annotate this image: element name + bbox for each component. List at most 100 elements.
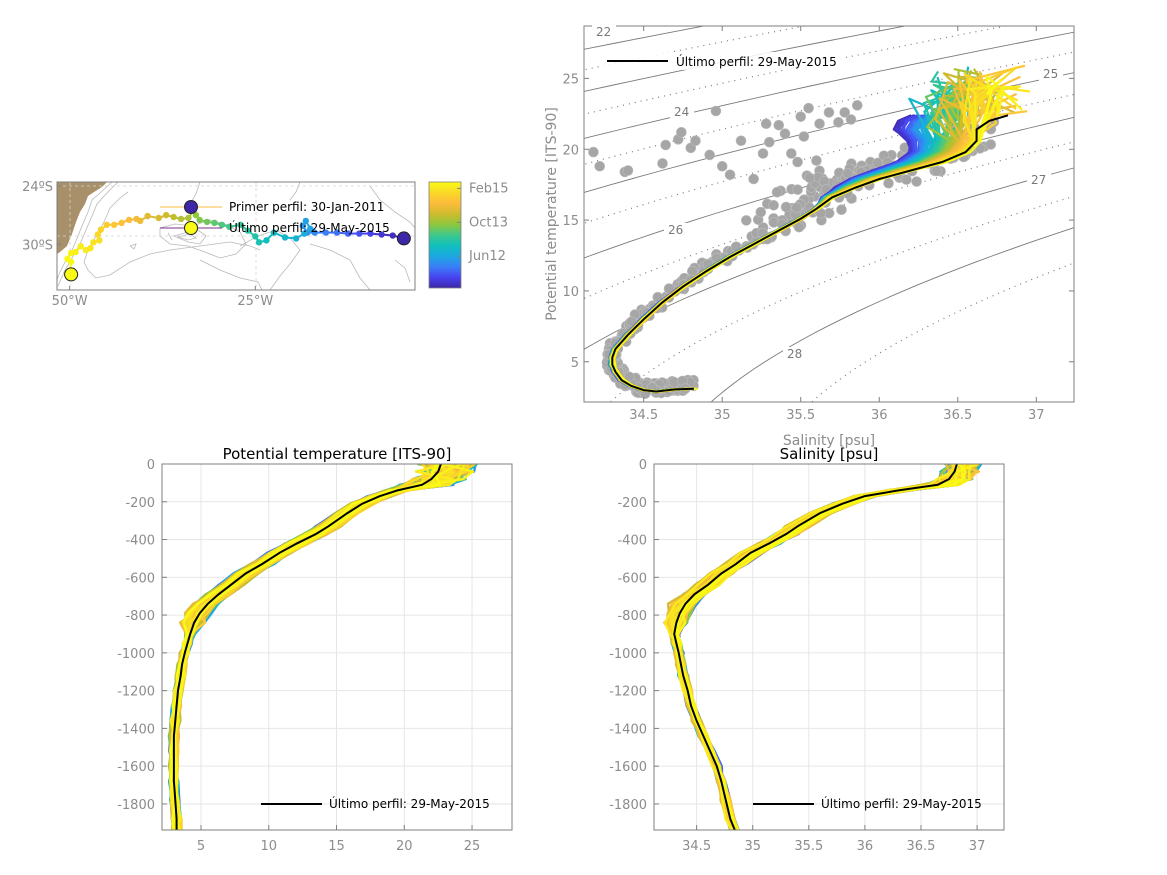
profile-line: [169, 464, 459, 830]
colorbar-tick-label: Feb15: [469, 181, 509, 196]
x-tick-label: 15: [328, 839, 345, 854]
profile-line: [169, 464, 445, 830]
profile-line: [171, 464, 444, 830]
legend-marker: [184, 200, 198, 214]
contour-label-bg: [1027, 173, 1051, 187]
contour-label: 27: [1031, 173, 1046, 187]
profile-line: [170, 464, 456, 830]
profile-line: [167, 464, 439, 830]
profile-line: [171, 464, 454, 830]
x-tick-label: 36: [857, 839, 874, 854]
profile-line: [171, 464, 467, 830]
profile-line: [168, 464, 458, 830]
track-point: [263, 237, 270, 244]
track-point: [94, 231, 102, 238]
track-point: [185, 214, 192, 222]
x-tick-label: 25: [464, 839, 481, 854]
track-point: [133, 215, 140, 223]
scatter-point: [814, 118, 825, 130]
ts-legend: Último perfil: 29-May-2015: [600, 52, 844, 70]
contour-label: 26: [668, 223, 683, 237]
temperature-profile-panel: 5 10 15 20 25 0 -200 -400 -600 -800 -1000 -1200 -140…: [117, 445, 513, 854]
y-tick-label: -1600: [117, 760, 155, 775]
profile-line: [172, 464, 451, 830]
track-point: [292, 235, 300, 242]
track-point: [237, 221, 244, 229]
scatter-point: [676, 126, 687, 138]
tp-title: Potential temperature [ITS-90]: [223, 445, 452, 463]
profile-line: [168, 464, 455, 830]
contour-label-bg: [1039, 67, 1063, 81]
track-point: [307, 225, 314, 232]
track-point: [389, 232, 396, 239]
profile-line: [172, 464, 459, 830]
y-tick-label: -800: [617, 609, 647, 624]
scatter-point: [710, 105, 722, 117]
track-point: [211, 219, 218, 227]
contour-label: 24: [674, 105, 689, 119]
profile-markers: [64, 231, 411, 282]
track-point: [252, 233, 259, 240]
scatter-point: [663, 283, 675, 294]
last-profile-line: [611, 114, 1009, 393]
profile-line: [167, 464, 445, 830]
y-tick-label: 5: [571, 356, 579, 371]
track-point: [118, 219, 125, 227]
profile-line: [169, 464, 449, 830]
profile-line: [172, 464, 471, 830]
profile-line: [169, 464, 442, 830]
last-profile-line: [673, 464, 958, 830]
profile-line: [664, 464, 959, 830]
contour-label-bg: [664, 223, 688, 237]
scatter-point: [687, 265, 698, 277]
scatter-point: [760, 118, 772, 130]
profile-line: [169, 464, 441, 830]
map-ticks: 50°W 25°W 24ºS 30ºS: [22, 180, 273, 309]
legend-marker: [184, 221, 198, 235]
sp-axes-box: [653, 463, 1005, 831]
ts-ticks: 34.5 35 35.5 36 36.5 37 5 10 15 20 25: [562, 26, 1074, 423]
scatter-point: [779, 128, 791, 139]
profile-line: [170, 464, 464, 830]
track-point: [67, 258, 75, 265]
tp-ticks: 5 10 15 20 25 0 -200 -400 -600 -800 -1000 -1200 -140…: [117, 458, 480, 854]
profile-line: [170, 464, 456, 830]
scatter-point: [755, 206, 767, 218]
track-point: [67, 249, 75, 257]
y-tick-label: -1000: [117, 647, 155, 662]
contour-label: 28: [787, 347, 802, 361]
profile-line: [170, 464, 460, 830]
profile-line: [171, 464, 462, 830]
track-point: [299, 222, 307, 229]
y-tick-label: 25: [562, 72, 579, 87]
y-tick-label: -1800: [117, 798, 155, 813]
profile-line: [172, 464, 467, 830]
track-point: [226, 223, 233, 230]
x-tick-label: 34.5: [629, 408, 658, 423]
y-tick-label: 20: [562, 143, 579, 158]
track-point: [125, 216, 133, 224]
track-point: [170, 213, 177, 221]
scatter-point: [588, 146, 599, 158]
scatter-point: [748, 173, 759, 185]
profile-line: [169, 464, 461, 830]
x-tick-label: 10: [261, 839, 278, 854]
y-tick-label: -1400: [117, 722, 155, 737]
track-point: [270, 229, 278, 236]
scatter-point: [724, 169, 736, 181]
ts-ylabel: Potential temperature [ITS-90]: [544, 107, 560, 321]
salinity-profile-panel: 34.5 35 35.5 36 36.5 37 0 -200 -400 -600 -800 -1000…: [609, 445, 1005, 854]
profile-line: [171, 464, 450, 830]
trajectory-track: [64, 207, 408, 278]
track-point: [333, 229, 341, 236]
y-tick-label: 0: [639, 458, 647, 473]
profile-line: [168, 464, 438, 830]
sp-legend: Último perfil: 29-May-2015: [753, 796, 982, 811]
track-point: [356, 230, 363, 237]
ts-xlabel: Salinity [psu]: [783, 433, 875, 449]
x-tick-label: 35.5: [794, 839, 823, 854]
profile-line: [173, 464, 472, 830]
profile-line: [172, 464, 464, 830]
y-tick-label: -600: [617, 571, 647, 586]
sp-profiles: [663, 464, 983, 830]
